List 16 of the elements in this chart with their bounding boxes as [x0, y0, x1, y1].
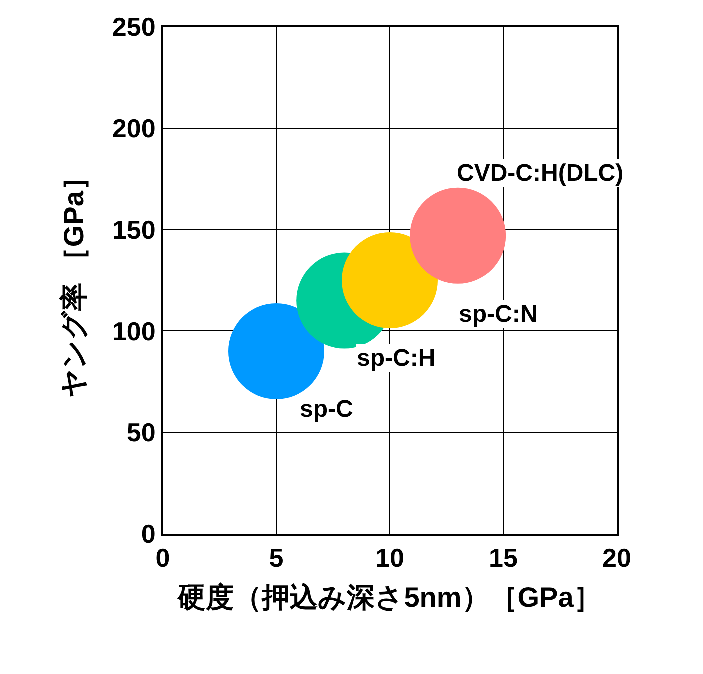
- series-label: sp-C:H: [357, 345, 436, 372]
- y-tick-label: 150: [112, 214, 156, 245]
- y-tick-label: 200: [112, 114, 156, 144]
- series-label: CVD-C:H(DLC): [457, 160, 624, 187]
- y-tick-label: 0: [141, 519, 156, 550]
- x-tick-label: 5: [269, 543, 284, 574]
- x-tick-label: 20: [602, 543, 632, 574]
- series-label: sp-C: [300, 396, 354, 423]
- y-tick-label: 50: [126, 418, 156, 448]
- series-label: sp-C:N: [459, 301, 538, 328]
- y-axis-title: ヤング率 ［GPa］: [58, 163, 90, 398]
- x-tick-label: 10: [376, 543, 404, 574]
- x-tick-label: 15: [489, 543, 518, 574]
- y-tick-label: 250: [112, 12, 156, 42]
- x-axis-title: 硬度（押込み深さ5nm）［GPa］: [177, 582, 602, 613]
- y-tick-label: 100: [112, 316, 156, 346]
